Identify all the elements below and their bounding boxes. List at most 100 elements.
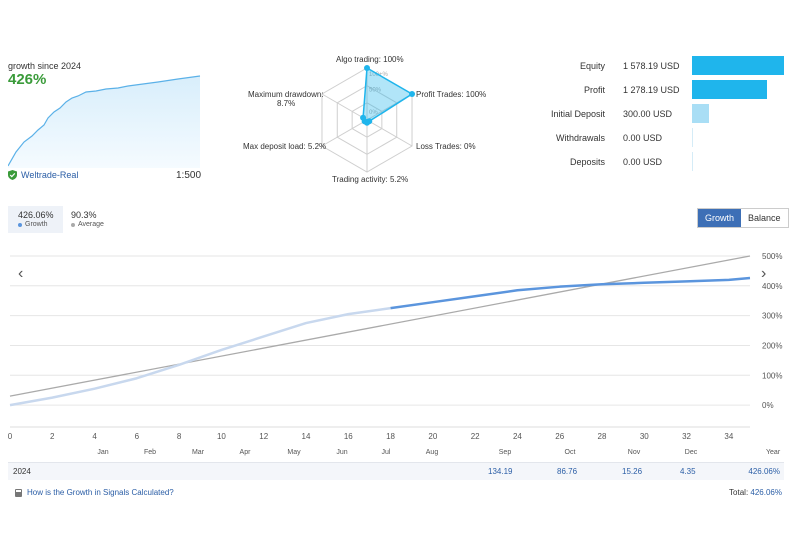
y-tick-label: 500% — [762, 252, 782, 261]
stat-value: 0.00 USD — [623, 133, 663, 143]
x-tick-label: 16 — [344, 432, 353, 441]
x-tick-label: 4 — [92, 432, 97, 441]
x-tick-label: 10 — [217, 432, 226, 441]
x-tick-label: 14 — [302, 432, 311, 441]
mini-growth-chart — [8, 75, 201, 168]
account-stats: Equity 1 578.19 USD Profit 1 278.19 USD … — [535, 55, 790, 180]
chevron-right-icon[interactable]: › — [761, 265, 767, 282]
broker-link[interactable]: Weltrade-Real — [8, 170, 78, 180]
x-month-label: May — [287, 449, 301, 456]
stat-label: Profit — [583, 85, 605, 95]
stat-initial-deposit: Initial Deposit 300.00 USD — [535, 103, 790, 127]
period-average-value: 90.3% — [71, 210, 97, 220]
x-month-label: Jul — [382, 449, 391, 456]
x-tick-label: 26 — [555, 432, 564, 441]
period-average-label: Average — [71, 221, 104, 228]
stat-value: 0.00 USD — [623, 157, 663, 167]
stat-label: Equity — [579, 61, 605, 71]
growth-summary: growth since 2024 426% Weltrade-Real 1:5… — [8, 58, 208, 188]
stat-value: 1 278.19 USD — [623, 85, 680, 95]
radar-chart: 100+%50%0% Algo trading: 100% Profit Tra… — [240, 50, 487, 190]
balance-button[interactable]: Balance — [741, 209, 788, 227]
total-summary: Total: 426.06% — [729, 488, 782, 497]
growth-line-history — [9, 306, 391, 407]
x-tick-label: 8 — [177, 432, 182, 441]
x-month-label: Mar — [192, 449, 205, 456]
series-dot-icon — [18, 222, 22, 227]
y-tick-label: 0% — [762, 401, 774, 410]
radar-ring-label: 50% — [369, 87, 382, 93]
x-month-label: Nov — [628, 449, 641, 456]
stat-label: Withdrawals — [555, 133, 605, 143]
x-tick-label: 24 — [513, 432, 522, 441]
radar-ring-label: 0% — [369, 110, 378, 116]
month-sep-value: 134.19 — [488, 467, 513, 476]
radar-label-drawdown: Maximum drawdown: — [248, 90, 324, 99]
x-month-label: Sep — [499, 449, 512, 456]
y-tick-label: 200% — [762, 341, 782, 350]
year-growth-row: 2024 134.19 86.76 15.26 4.35 426.06% — [8, 462, 784, 480]
x-month-label: Apr — [240, 449, 252, 456]
month-oct-value: 86.76 — [557, 467, 578, 476]
shield-check-icon — [8, 170, 17, 180]
x-tick-label: 28 — [598, 432, 607, 441]
stat-profit: Profit 1 278.19 USD — [535, 79, 790, 103]
x-tick-label: 18 — [386, 432, 395, 441]
growth-since-label: growth since 2024 — [8, 61, 82, 71]
stat-equity: Equity 1 578.19 USD — [535, 55, 790, 79]
calculator-icon — [15, 488, 22, 497]
chart-mode-toggle: Growth Balance — [697, 208, 789, 228]
year-total-value: 426.06% — [748, 467, 780, 476]
growth-button[interactable]: Growth — [698, 209, 742, 227]
x-month-label: Jun — [336, 449, 347, 456]
x-month-label: Aug — [426, 449, 439, 456]
stat-value: 1 578.19 USD — [623, 61, 680, 71]
month-dec-value: 4.35 — [680, 467, 696, 476]
series-dot-icon — [71, 222, 75, 227]
x-axis-label: Year — [766, 449, 781, 456]
stat-bar — [692, 152, 693, 171]
x-month-label: Jan — [97, 449, 108, 456]
radar-label-algo: Algo trading: 100% — [336, 55, 404, 64]
period-growth-label: Growth — [18, 221, 48, 228]
y-tick-label: 300% — [762, 312, 782, 321]
average-trend-line — [9, 255, 751, 397]
x-tick-label: 22 — [471, 432, 480, 441]
x-month-label: Dec — [685, 449, 698, 456]
stat-withdrawals: Withdrawals 0.00 USD — [535, 127, 790, 151]
period-growth-tab[interactable]: 426.06% Growth — [8, 206, 63, 233]
month-nov-value: 15.26 — [622, 467, 643, 476]
radar-point-0 — [364, 65, 370, 71]
radar-graphic: 100+%50%0% — [321, 65, 416, 173]
total-value: 426.06% — [750, 488, 782, 497]
stat-bar — [692, 128, 693, 147]
year-label: 2024 — [13, 467, 31, 476]
y-tick-label: 100% — [762, 371, 782, 380]
radar-point-1 — [409, 91, 416, 97]
help-text: How is the Growth in Signals Calculated? — [27, 488, 174, 497]
radar-label-deposit-load: Max deposit load: 5.2% — [243, 142, 327, 151]
stat-deposits: Deposits 0.00 USD — [535, 151, 790, 175]
x-month-label: Feb — [144, 449, 156, 456]
help-link[interactable]: How is the Growth in Signals Calculated? — [15, 488, 174, 497]
leverage-value: 1:500 — [176, 170, 202, 181]
y-tick-label: 400% — [762, 282, 782, 291]
radar-label-profit: Profit Trades: 100% — [416, 90, 487, 99]
stat-label: Deposits — [569, 157, 605, 167]
total-label: Total: — [729, 488, 749, 497]
growth-percentage: 426% — [8, 71, 47, 88]
radar-label-activity: Trading activity: 5.2% — [332, 175, 409, 184]
radar-spoke-2 — [366, 119, 413, 147]
radar-point-5 — [360, 114, 367, 121]
stat-bar — [692, 80, 767, 99]
x-tick-label: 12 — [259, 432, 268, 441]
period-average-text: Average — [78, 221, 104, 228]
x-tick-label: 20 — [428, 432, 437, 441]
radar-drawdown-value: 8.7% — [277, 99, 296, 108]
radar-spoke-4 — [321, 119, 368, 147]
x-month-label: Oct — [565, 449, 576, 456]
chevron-left-icon[interactable]: ‹ — [18, 265, 24, 282]
radar-spoke-5 — [321, 93, 368, 121]
stat-bar — [692, 104, 710, 123]
x-tick-label: 30 — [640, 432, 649, 441]
